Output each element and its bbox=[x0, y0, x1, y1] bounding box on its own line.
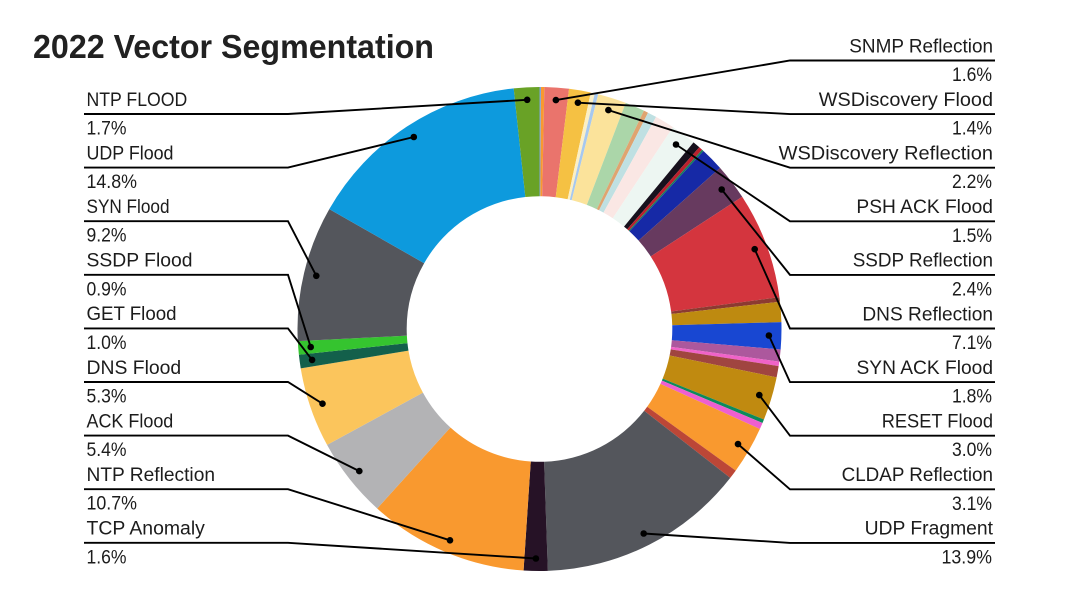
svg-text:5.4%: 5.4% bbox=[87, 440, 127, 461]
svg-text:NTP Reflection: NTP Reflection bbox=[87, 464, 216, 486]
svg-text:GET Flood: GET Flood bbox=[87, 303, 177, 325]
svg-text:1.0%: 1.0% bbox=[87, 333, 127, 354]
svg-text:1.7%: 1.7% bbox=[87, 119, 127, 140]
svg-text:SNMP Reflection: SNMP Reflection bbox=[849, 35, 993, 57]
svg-text:5.3%: 5.3% bbox=[87, 387, 127, 408]
svg-text:WSDiscovery Reflection: WSDiscovery Reflection bbox=[779, 143, 993, 165]
svg-text:UDP Flood: UDP Flood bbox=[87, 142, 174, 164]
svg-text:UDP Fragment: UDP Fragment bbox=[865, 518, 994, 540]
svg-text:9.2%: 9.2% bbox=[87, 226, 127, 247]
svg-text:14.8%: 14.8% bbox=[87, 172, 138, 193]
svg-text:2022 Vector Segmentation: 2022 Vector Segmentation bbox=[33, 29, 434, 66]
svg-text:1.6%: 1.6% bbox=[87, 547, 127, 568]
svg-text:SSDP Flood: SSDP Flood bbox=[87, 250, 193, 272]
svg-text:2.2%: 2.2% bbox=[952, 172, 992, 193]
svg-text:1.8%: 1.8% bbox=[952, 387, 992, 408]
svg-text:DNS Flood: DNS Flood bbox=[87, 357, 182, 379]
svg-text:NTP FLOOD: NTP FLOOD bbox=[87, 89, 188, 111]
svg-text:ACK Flood: ACK Flood bbox=[87, 410, 174, 432]
svg-text:3.1%: 3.1% bbox=[952, 494, 992, 515]
svg-text:13.9%: 13.9% bbox=[942, 547, 993, 568]
svg-text:2.4%: 2.4% bbox=[952, 279, 992, 300]
svg-text:1.6%: 1.6% bbox=[952, 65, 992, 86]
svg-text:0.9%: 0.9% bbox=[87, 279, 127, 300]
svg-text:WSDiscovery Flood: WSDiscovery Flood bbox=[819, 89, 993, 111]
svg-text:SYN ACK Flood: SYN ACK Flood bbox=[857, 357, 994, 379]
svg-text:3.0%: 3.0% bbox=[952, 440, 992, 461]
svg-text:10.7%: 10.7% bbox=[87, 494, 138, 515]
svg-text:PSH ACK Flood: PSH ACK Flood bbox=[856, 196, 993, 218]
svg-text:1.4%: 1.4% bbox=[952, 119, 992, 140]
svg-text:SSDP Reflection: SSDP Reflection bbox=[853, 250, 993, 272]
svg-text:7.1%: 7.1% bbox=[952, 333, 992, 354]
svg-text:CLDAP Reflection: CLDAP Reflection bbox=[842, 464, 993, 486]
svg-text:TCP Anomaly: TCP Anomaly bbox=[87, 518, 206, 540]
svg-text:RESET Flood: RESET Flood bbox=[882, 411, 993, 433]
svg-text:1.5%: 1.5% bbox=[952, 226, 992, 247]
svg-text:SYN Flood: SYN Flood bbox=[87, 196, 170, 218]
svg-text:DNS Reflection: DNS Reflection bbox=[862, 303, 993, 325]
